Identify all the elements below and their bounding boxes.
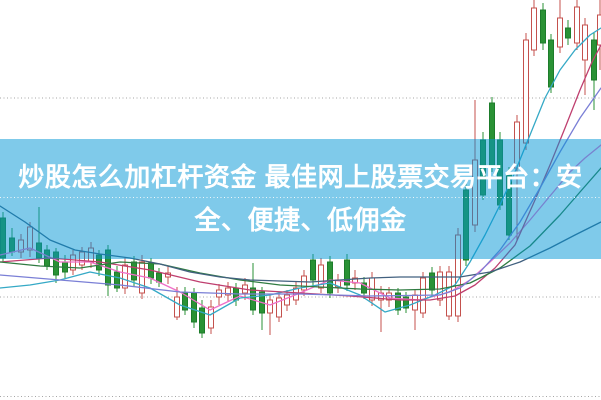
candle-body xyxy=(114,271,120,289)
candle-body xyxy=(199,307,205,334)
candle-body xyxy=(267,299,273,314)
candle-body xyxy=(284,294,290,306)
ma-line-crimson xyxy=(0,44,601,301)
candle-body xyxy=(557,17,563,48)
candle-body xyxy=(208,306,214,329)
headline-line-1: 炒股怎么加杠杆资金 最佳网上股票交易平台：安 xyxy=(18,162,583,192)
candle-body xyxy=(446,271,452,317)
candle-body xyxy=(540,9,546,44)
candle-body xyxy=(429,272,435,291)
headline-line-2: 全、便捷、低佣金 xyxy=(194,205,407,235)
candle-body xyxy=(225,287,231,296)
candle-body xyxy=(301,275,307,291)
candle-body xyxy=(156,272,162,283)
candle-body xyxy=(122,264,128,289)
candle-body xyxy=(276,297,282,318)
candle-body xyxy=(182,292,188,311)
candle-body xyxy=(327,261,333,294)
candle-body xyxy=(574,6,580,44)
candle-body xyxy=(403,296,409,309)
candle-body xyxy=(361,282,367,294)
candle-body xyxy=(548,39,554,88)
candle-body xyxy=(344,259,350,286)
headline-band-fill xyxy=(0,139,601,259)
candle-body xyxy=(131,261,137,281)
candle-body xyxy=(174,296,180,318)
candle-body xyxy=(565,27,571,39)
candle-body xyxy=(437,271,443,301)
candle-body xyxy=(310,259,316,281)
headline-overlay-band: 炒股怎么加杠杆资金 最佳网上股票交易平台：安 全、便捷、低佣金 xyxy=(0,139,601,259)
candle-body xyxy=(395,292,401,311)
candle-body xyxy=(591,39,597,81)
candle-body xyxy=(191,292,197,323)
candle-body xyxy=(318,264,324,289)
candle-body xyxy=(523,39,529,144)
candle-body xyxy=(531,7,537,51)
ma-line-cyan xyxy=(0,27,601,316)
